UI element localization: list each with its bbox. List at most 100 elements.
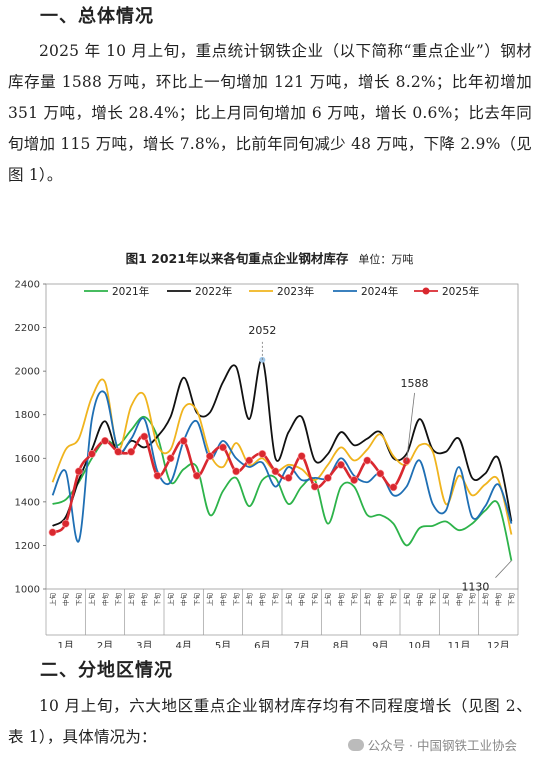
x-tick-label: 下旬 xyxy=(231,593,240,607)
month-label: 7月 xyxy=(293,640,309,648)
legend-label: 2022年 xyxy=(195,285,232,298)
data-point xyxy=(74,467,83,476)
x-tick-label: 下旬 xyxy=(389,593,398,607)
data-point xyxy=(363,456,372,465)
section-heading-regions: 二、分地区情况 xyxy=(40,660,173,681)
x-tick-label: 上旬 xyxy=(363,593,372,607)
data-point xyxy=(376,469,385,478)
overview-paragraph: 2025 年 10 月上旬，重点统计钢铁企业（以下简称“重点企业”）钢材库存量 … xyxy=(8,42,532,184)
month-label: 3月 xyxy=(136,640,152,648)
annotation-label: 1130 xyxy=(461,581,489,594)
data-point xyxy=(61,519,70,528)
data-point xyxy=(153,471,162,480)
x-tick-label: 下旬 xyxy=(310,593,319,607)
annotation-label: 1588 xyxy=(401,377,429,390)
x-tick-label: 上旬 xyxy=(284,593,293,607)
data-point xyxy=(205,452,214,461)
x-tick-label: 中旬 xyxy=(61,593,70,607)
data-point xyxy=(101,436,109,445)
x-tick-label: 中旬 xyxy=(297,593,306,607)
x-tick-label: 上旬 xyxy=(166,593,175,607)
chart-unit: 单位：万吨 xyxy=(358,253,414,266)
data-point xyxy=(48,528,57,537)
x-tick-label: 上旬 xyxy=(205,593,214,607)
x-tick-label: 中旬 xyxy=(415,593,424,607)
y-tick-label: 1200 xyxy=(15,541,40,552)
legend-marker xyxy=(422,287,430,295)
y-tick-label: 2400 xyxy=(15,280,40,291)
series-line xyxy=(51,434,408,534)
y-tick-label: 1400 xyxy=(15,497,40,508)
series-line xyxy=(52,415,513,561)
y-tick-label: 2200 xyxy=(15,323,40,334)
series-line xyxy=(51,390,513,543)
watermark-text: 公众号 · 中国钢铁工业协会 xyxy=(367,738,517,753)
data-point xyxy=(232,467,241,476)
x-tick-label: 下旬 xyxy=(349,593,358,607)
watermark: 公众号 · 中国钢铁工业协会 xyxy=(343,733,521,756)
x-tick-label: 中旬 xyxy=(336,593,345,607)
month-label: 5月 xyxy=(215,640,231,648)
y-tick-label: 1000 xyxy=(15,585,40,596)
x-tick-label: 中旬 xyxy=(179,593,188,607)
x-tick-label: 下旬 xyxy=(74,593,83,607)
data-point xyxy=(297,452,306,461)
data-point xyxy=(389,483,398,492)
x-tick-label: 上旬 xyxy=(481,593,490,607)
x-tick-label: 下旬 xyxy=(192,593,201,607)
data-point xyxy=(219,443,227,452)
data-point xyxy=(337,460,345,469)
legend-label: 2023年 xyxy=(277,285,314,298)
x-tick-label: 上旬 xyxy=(127,593,136,607)
x-tick-label: 中旬 xyxy=(258,593,267,607)
month-label: 6月 xyxy=(254,640,270,648)
x-tick-label: 中旬 xyxy=(494,593,503,607)
inventory-chart: 图1 2021年以来各旬重点企业钢材库存 单位：万吨 1000 1200 1400 16… xyxy=(0,248,539,648)
data-point xyxy=(310,482,319,491)
month-label: 11月 xyxy=(448,640,471,648)
y-tick-label: 1600 xyxy=(15,454,40,465)
month-label: 9月 xyxy=(372,640,388,648)
wechat-icon xyxy=(347,738,364,751)
data-point xyxy=(179,436,188,445)
x-tick-label: 上旬 xyxy=(402,593,411,607)
x-tick-label: 中旬 xyxy=(100,593,109,607)
regions-paragraph: 10 月上旬，六大地区重点企业钢材库存均有不同程度增长（见图 2、表 1），具体… xyxy=(8,697,532,746)
data-point xyxy=(114,447,123,456)
x-tick-label: 中旬 xyxy=(376,593,385,607)
legend-label: 2024年 xyxy=(361,285,398,298)
data-point xyxy=(166,454,175,463)
x-tick-label: 下旬 xyxy=(271,593,280,607)
x-tick-label: 上旬 xyxy=(87,593,96,607)
x-tick-label: 下旬 xyxy=(153,593,162,607)
data-point xyxy=(258,450,267,458)
data-point xyxy=(140,432,149,441)
month-label: 1月 xyxy=(57,640,73,648)
y-tick-label: 1800 xyxy=(15,410,40,421)
data-point xyxy=(271,467,280,476)
x-tick-label: 中旬 xyxy=(140,593,149,607)
annotation-leader xyxy=(406,392,415,461)
data-point xyxy=(127,447,136,456)
chart-title: 图1 2021年以来各旬重点企业钢材库存 xyxy=(125,251,349,266)
legend-label: 2021年 xyxy=(112,285,149,298)
data-point xyxy=(323,473,332,482)
x-tick-label: 下旬 xyxy=(113,593,122,607)
legend-label: 2025年 xyxy=(442,285,479,298)
x-tick-label: 上旬 xyxy=(245,593,254,607)
x-tick-label: 上旬 xyxy=(48,593,57,607)
data-point xyxy=(192,471,201,480)
month-label: 8月 xyxy=(333,640,349,648)
annotation-label: 2052 xyxy=(248,324,276,337)
series-line xyxy=(52,358,513,527)
month-label: 4月 xyxy=(175,640,191,648)
annotation-leader xyxy=(495,560,512,578)
data-point xyxy=(87,450,96,458)
data-point xyxy=(284,473,293,482)
month-label: 12月 xyxy=(487,640,510,648)
data-point xyxy=(350,476,359,484)
section-heading-overview: 一、总体情况 xyxy=(40,6,154,27)
plot-frame xyxy=(45,283,519,590)
x-tick-label: 下旬 xyxy=(467,593,476,607)
